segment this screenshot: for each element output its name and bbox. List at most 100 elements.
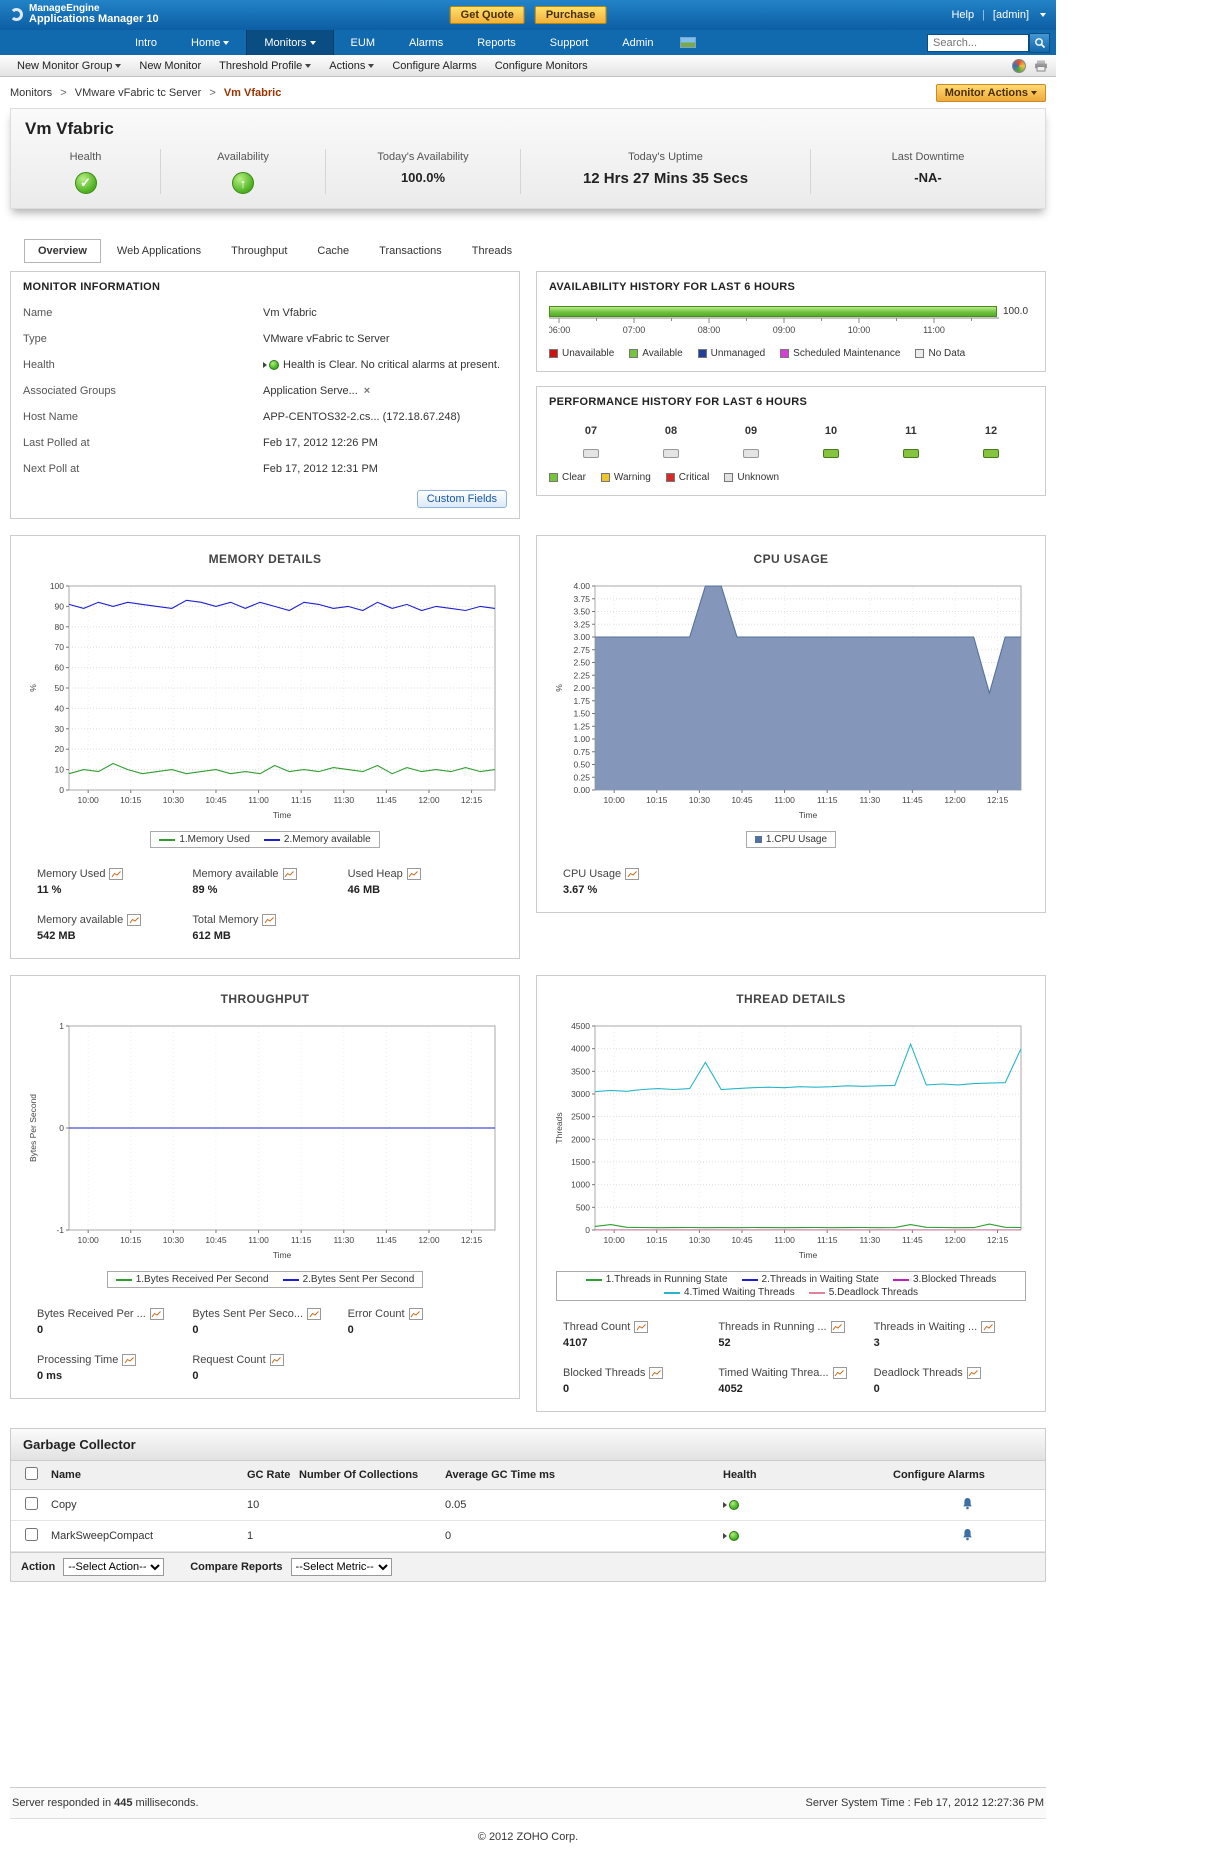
metric-chart-icon[interactable]	[109, 868, 124, 880]
performance-hour-07[interactable]: 07	[551, 425, 631, 458]
nav-item-eum[interactable]: EUM	[350, 36, 375, 49]
throughput-panel: THROUGHPUT -1 0 1 10:00 10:15 10:30 10:45 11:00…	[10, 975, 520, 1399]
custom-fields-button[interactable]: Custom Fields	[416, 490, 507, 508]
nav-item-alarms[interactable]: Alarms	[409, 36, 444, 49]
chevron-down-icon	[305, 63, 312, 68]
info-value-text: Application Serve...	[263, 385, 358, 397]
gc-name[interactable]: Copy	[51, 1499, 77, 1511]
metric-value: 0	[37, 1324, 44, 1336]
performance-hour-09[interactable]: 09	[711, 425, 791, 458]
compare-metric-select[interactable]: --Select Metric--	[290, 1558, 392, 1576]
search-input[interactable]	[927, 33, 1029, 52]
performance-hour-11[interactable]: 11	[871, 425, 951, 458]
row-checkbox[interactable]	[25, 1497, 38, 1510]
row-checkbox[interactable]	[25, 1528, 38, 1541]
search-button[interactable]	[1029, 32, 1050, 53]
metric-cpu-usage: CPU Usage 3.67 %	[563, 868, 708, 896]
svg-text:11:30: 11:30	[333, 1235, 354, 1245]
configure-alarm-icon[interactable]	[962, 1497, 973, 1513]
metric-chart-icon[interactable]	[122, 1354, 137, 1366]
performance-hour-12[interactable]: 12	[951, 425, 1031, 458]
breadcrumb-monitor-type-link[interactable]: VMware vFabric tc Server	[74, 87, 202, 99]
toolbar-item-configure-monitors[interactable]: Configure Monitors	[494, 59, 588, 72]
chevron-down-icon[interactable]	[1040, 13, 1046, 17]
remove-group-icon[interactable]: ×	[363, 385, 371, 397]
svg-text:2500: 2500	[571, 1112, 590, 1122]
legend-swatch	[549, 349, 558, 358]
tab-throughput[interactable]: Throughput	[231, 245, 288, 257]
nav-item-admin[interactable]: Admin	[622, 36, 654, 49]
get-quote-button[interactable]: Get Quote	[449, 6, 525, 24]
metric-chart-icon[interactable]	[127, 914, 142, 926]
svg-text:10:30: 10:30	[163, 1235, 185, 1245]
personalize-icon[interactable]	[1012, 58, 1026, 73]
monitor-actions-button[interactable]: Monitor Actions	[935, 84, 1046, 102]
info-label: Last Polled at	[23, 437, 90, 449]
metric-chart-icon[interactable]	[625, 868, 640, 880]
legend-label: 2.Threads in Waiting State	[761, 1274, 879, 1285]
purchase-button[interactable]: Purchase	[534, 6, 607, 24]
metric-chart-icon[interactable]	[981, 1321, 996, 1333]
response-milliseconds: 445	[114, 1797, 133, 1809]
tab-threads[interactable]: Threads	[471, 245, 513, 257]
nav-item-reports[interactable]: Reports	[477, 36, 516, 49]
svg-text:3.50: 3.50	[573, 607, 590, 617]
nav-item-intro[interactable]: Intro	[135, 36, 158, 49]
tab-web-applications[interactable]: Web Applications	[116, 245, 202, 257]
metric-chart-icon[interactable]	[282, 868, 297, 880]
toolbar-item-configure-alarms[interactable]: Configure Alarms	[392, 59, 477, 72]
svg-text:10:45: 10:45	[731, 795, 753, 805]
availability-history-panel: AVAILABILITY HISTORY FOR LAST 6 HOURS 10…	[536, 271, 1046, 372]
tab-cache[interactable]: Cache	[317, 245, 350, 257]
svg-text:3.00: 3.00	[573, 632, 590, 642]
nav-item-support[interactable]: Support	[549, 36, 589, 49]
toolbar-item-actions[interactable]: Actions	[320, 57, 383, 75]
performance-hour-10[interactable]: 10	[791, 425, 871, 458]
svg-text:4000: 4000	[571, 1044, 590, 1054]
printer-icon[interactable]	[1034, 60, 1048, 72]
legend-swatch	[629, 349, 639, 358]
action-select[interactable]: --Select Action--	[63, 1558, 165, 1576]
performance-hour-08[interactable]: 08	[631, 425, 711, 458]
nav-item-monitors[interactable]: Monitors	[246, 30, 334, 55]
tab-overview[interactable]: Overview	[24, 239, 101, 263]
tab-transactions[interactable]: Transactions	[379, 245, 442, 257]
metric-chart-icon[interactable]	[966, 1367, 981, 1379]
metric-value: 3	[873, 1337, 880, 1349]
metric-chart-icon[interactable]	[262, 914, 277, 926]
gc-table-body: Copy 10 0.05 MarkSweepCompact 1 0	[11, 1490, 1045, 1552]
svg-text:-1: -1	[56, 1225, 64, 1235]
gc-name[interactable]: MarkSweepCompact	[51, 1530, 154, 1542]
hour-label: 09	[744, 425, 758, 437]
configure-alarm-icon[interactable]	[962, 1528, 973, 1544]
metric-label: Thread Count	[563, 1321, 631, 1333]
svg-text:60: 60	[55, 663, 65, 673]
brand-logo[interactable]: ManageEngine Applications Manager 10	[10, 3, 159, 26]
hour-label: 12	[984, 425, 998, 437]
svg-text:10:00: 10:00	[78, 1235, 100, 1245]
metric-chart-icon[interactable]	[307, 1308, 321, 1320]
metric-chart-icon[interactable]	[832, 1367, 847, 1379]
info-value-text: Health is Clear. No critical alarms at p…	[283, 359, 501, 371]
metric-chart-icon[interactable]	[269, 1354, 284, 1366]
metric-chart-icon[interactable]	[830, 1321, 845, 1333]
metric-chart-icon[interactable]	[634, 1321, 649, 1333]
svg-text:Time: Time	[799, 1250, 818, 1260]
toolbar-item-new-monitor[interactable]: New Monitor	[139, 59, 202, 72]
metric-chart-icon[interactable]	[149, 1308, 164, 1320]
metric-chart-icon[interactable]	[406, 868, 421, 880]
metric-value: 4052	[718, 1383, 743, 1395]
charts-row-1: MEMORY DETAILS 0 10 20 30 40 50 60 70 80 90 100 10:…	[10, 535, 1046, 959]
admin-user-menu[interactable]: [admin]	[992, 9, 1029, 21]
thread-details-chart: 0 500 1000 1500 2000 2500 3000 3500 4000 4500 10:0…	[549, 1016, 1033, 1265]
flag-icon[interactable]	[680, 37, 697, 48]
toolbar-item-new-monitor-group[interactable]: New Monitor Group	[8, 57, 130, 75]
toolbar-item-threshold-profile[interactable]: Threshold Profile	[210, 57, 320, 75]
nav-item-home[interactable]: Home	[174, 30, 246, 55]
legend-swatch	[697, 349, 707, 358]
metric-chart-icon[interactable]	[649, 1367, 664, 1379]
metric-chart-icon[interactable]	[408, 1308, 423, 1320]
select-all-checkbox[interactable]	[25, 1467, 38, 1480]
help-link[interactable]: Help	[951, 9, 975, 21]
breadcrumb-monitors-link[interactable]: Monitors	[10, 87, 53, 99]
